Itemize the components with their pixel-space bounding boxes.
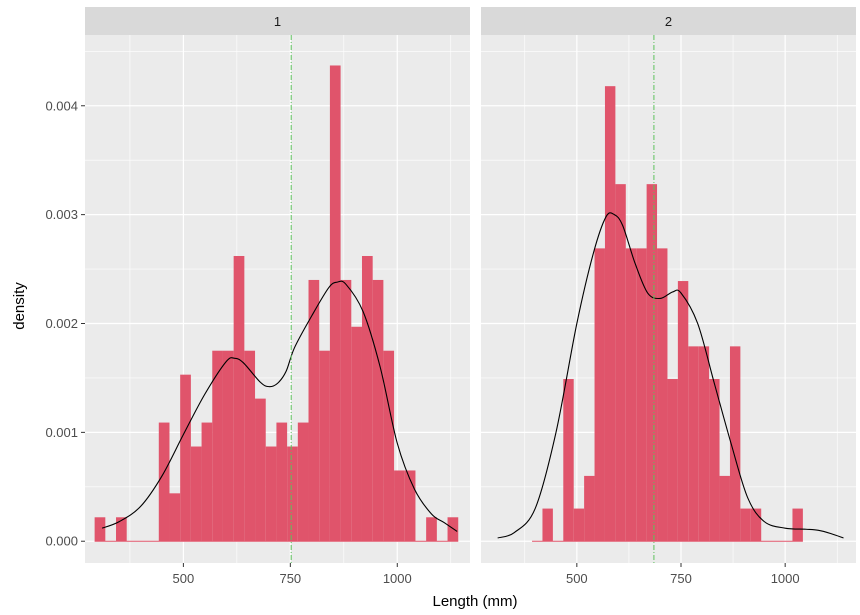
facet-strip (85, 7, 470, 35)
histogram-bar (657, 248, 668, 542)
histogram-bar (584, 475, 595, 542)
histogram-bar (615, 184, 626, 542)
histogram-bar (329, 65, 341, 542)
histogram-bar (750, 508, 762, 542)
histogram-bar (636, 248, 647, 542)
histogram-bar (94, 517, 106, 542)
x-tick-label: 1000 (771, 571, 800, 586)
histogram-bar (792, 508, 803, 542)
x-axis-title: Length (mm) (432, 593, 517, 610)
facet-panel-1: 1 (85, 7, 470, 563)
histogram-bar (244, 350, 256, 542)
histogram-bar (201, 422, 213, 542)
x-tick-label: 750 (670, 571, 692, 586)
x-tick-label: 500 (173, 571, 195, 586)
histogram-bar (698, 346, 710, 542)
histogram-bar (319, 350, 330, 542)
histogram-bar (677, 281, 689, 542)
histogram-bar (255, 398, 266, 542)
density-curve (101, 280, 458, 532)
y-tick-label: 0.001 (45, 425, 78, 440)
y-tick-label: 0.004 (45, 98, 78, 113)
x-axis: 500 750 1000 500 750 1000 (173, 563, 800, 586)
histogram-bar (604, 86, 616, 542)
histogram-bar (287, 446, 298, 542)
y-axis: 0.000 0.001 0.002 0.003 0.004 (45, 98, 85, 549)
y-tick-label: 0.002 (45, 316, 78, 331)
histogram-bar (361, 255, 373, 542)
histogram-bar (180, 374, 191, 542)
y-tick-label: 0.003 (45, 207, 78, 222)
histogram-bar (404, 470, 416, 542)
histogram-bar (233, 255, 245, 542)
histogram-bar (297, 422, 309, 542)
histogram-bar (276, 422, 288, 542)
histogram-bar (719, 475, 730, 542)
facet-strip-label: 2 (665, 14, 672, 29)
histogram-bar (426, 517, 437, 542)
histogram-bar (212, 350, 223, 542)
histogram-bar (542, 508, 553, 542)
histogram-bar (308, 279, 320, 542)
histogram-bar (563, 379, 574, 542)
histogram-bar (667, 379, 678, 542)
histogram-bar (190, 446, 202, 542)
histogram-bar (169, 493, 181, 542)
histogram-bar (394, 470, 405, 542)
histogram-bar (222, 350, 234, 542)
facet-strip-label: 1 (274, 14, 281, 29)
y-axis-title: density (11, 282, 28, 330)
histogram-bar (729, 346, 741, 542)
histogram-bar (688, 346, 699, 542)
histogram-bar (646, 184, 658, 542)
histogram-bar (116, 517, 127, 542)
facet-strip (481, 7, 856, 35)
histogram-bar (351, 326, 362, 542)
histogram-bar (340, 279, 352, 542)
density-curve (497, 212, 844, 539)
x-tick-label: 750 (279, 571, 301, 586)
histogram-bar (740, 508, 751, 542)
histogram-bar (447, 517, 459, 542)
y-tick-label: 0.000 (45, 534, 78, 549)
histogram-bar (594, 248, 605, 542)
histogram-bar (573, 508, 585, 542)
x-tick-label: 500 (566, 571, 588, 586)
histogram-bar (709, 379, 720, 542)
facet-panel-2: 2 (481, 7, 856, 563)
histogram-bar (625, 248, 637, 542)
histogram-bar (383, 350, 395, 542)
histogram-bar (158, 422, 170, 542)
histogram-bar (372, 279, 384, 542)
x-tick-label: 1000 (383, 571, 412, 586)
histogram-bar (265, 446, 277, 542)
